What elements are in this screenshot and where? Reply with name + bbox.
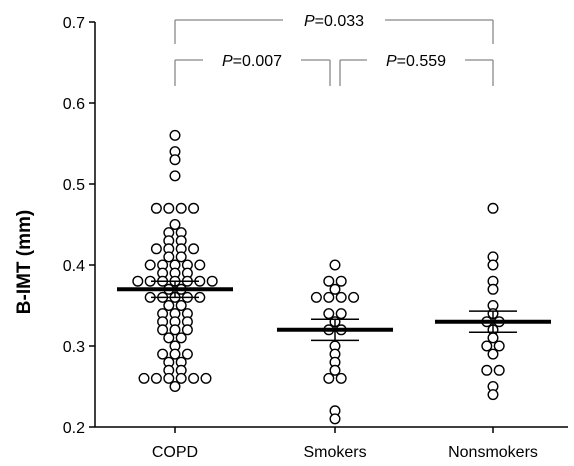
data-point [188, 243, 200, 255]
data-point [157, 348, 169, 360]
x-category-label: Smokers [303, 444, 366, 461]
data-point [175, 332, 187, 344]
data-point [169, 381, 181, 393]
data-point [323, 372, 335, 384]
data-point [181, 324, 193, 336]
p-value-bracket: P=0.033 [174, 13, 494, 44]
data-point [335, 291, 347, 303]
data-point [487, 259, 499, 271]
data-point [150, 372, 162, 384]
data-point [163, 300, 175, 312]
data-point [181, 348, 193, 360]
p-symbol: P [304, 13, 315, 30]
data-point [169, 170, 181, 182]
data-point [175, 300, 187, 312]
y-axis-label: B-IMT (mm) [14, 210, 35, 314]
data-point [481, 340, 493, 352]
data-point [481, 364, 493, 376]
data-point [487, 283, 499, 295]
data-point [310, 291, 322, 303]
y-tick-label: 0.3 [63, 339, 85, 356]
data-point [163, 251, 175, 263]
data-point [487, 389, 499, 401]
y-tick-label: 0.6 [63, 96, 85, 113]
data-point [163, 202, 175, 214]
data-point [175, 372, 187, 384]
p-value-label: P=0.007 [222, 53, 282, 70]
data-point [150, 202, 162, 214]
data-point [169, 348, 181, 360]
data-point [157, 324, 169, 336]
data-point [163, 372, 175, 384]
data-point [335, 308, 347, 320]
p-value-bracket: P=0.007 [174, 53, 331, 86]
y-tick-label: 0.4 [63, 258, 85, 275]
data-point [200, 372, 212, 384]
data-point [169, 324, 181, 336]
data-point [188, 202, 200, 214]
data-point [329, 259, 341, 271]
data-point [169, 129, 181, 141]
data-point [487, 202, 499, 214]
axes: 0.2 0.3 0.4 0.5 0.6 0.7 COPD Smokers Nonsmokers [63, 15, 568, 461]
p-symbol: P [222, 53, 233, 70]
y-tick-label: 0.5 [63, 177, 85, 194]
data-point [175, 202, 187, 214]
data-point [329, 283, 341, 295]
mean-sem-bars [117, 280, 551, 342]
p-symbol: P [386, 53, 397, 70]
data-point [493, 364, 505, 376]
y-tick-label: 0.2 [63, 420, 85, 437]
p-value: =0.559 [397, 53, 446, 70]
data-point [188, 372, 200, 384]
x-category-label: Nonsmokers [448, 444, 538, 461]
data-point [493, 340, 505, 352]
data-point [348, 291, 360, 303]
data-point [169, 218, 181, 230]
data-point [323, 291, 335, 303]
data-point [144, 259, 156, 271]
data-point [163, 332, 175, 344]
data-point [150, 243, 162, 255]
data-point [487, 332, 499, 344]
data-point [335, 372, 347, 384]
data-point [323, 308, 335, 320]
x-category-label: COPD [152, 444, 198, 461]
p-value: =0.007 [233, 53, 282, 70]
data-point [329, 364, 341, 376]
data-point [329, 413, 341, 425]
p-value-bracket: P=0.559 [339, 53, 494, 86]
data-point [206, 275, 218, 287]
data-point [323, 275, 335, 287]
data-points [132, 129, 505, 425]
data-point [335, 275, 347, 287]
data-point [138, 372, 150, 384]
data-point [132, 275, 144, 287]
data-point [194, 259, 206, 271]
y-tick-label: 0.7 [63, 15, 85, 32]
p-value-label: P=0.559 [386, 53, 446, 70]
data-point [175, 251, 187, 263]
data-point [487, 348, 499, 360]
data-point [169, 154, 181, 166]
p-value-label: P=0.033 [304, 13, 364, 30]
p-value: =0.033 [315, 13, 364, 30]
